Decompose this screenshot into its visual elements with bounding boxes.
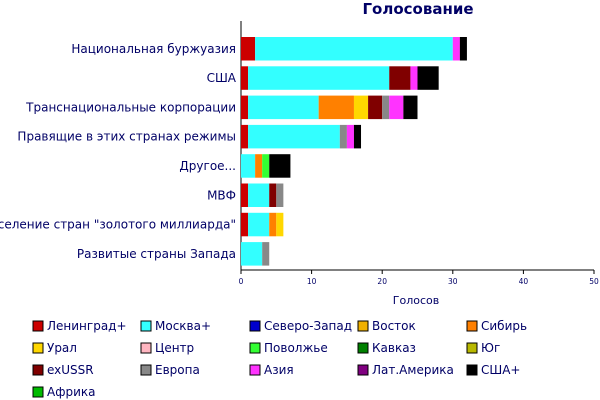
legend-label: Сибирь <box>481 319 527 333</box>
bar-segment <box>318 95 354 120</box>
x-tick-label: 20 <box>377 277 387 286</box>
legend-swatch <box>32 320 44 332</box>
legend-swatch <box>140 364 152 376</box>
bar-segment <box>353 95 369 120</box>
bar-segment <box>255 154 263 178</box>
bar-segment <box>241 124 249 149</box>
legend-swatch <box>32 386 44 398</box>
category-label: Население стран "золотого миллиарда" <box>0 218 236 232</box>
bar-segment <box>459 37 467 61</box>
bar-segment <box>269 183 277 207</box>
category-label: Национальная буржуазия <box>71 42 236 56</box>
bar-segment <box>262 154 270 178</box>
x-tick-label: 30 <box>448 277 458 286</box>
x-tick-label: 50 <box>589 277 599 286</box>
x-axis-title: Голосов <box>393 294 439 307</box>
bar-segment <box>241 154 256 178</box>
legend-swatch <box>32 364 44 376</box>
bar-segment <box>248 183 270 207</box>
legend: Ленинград+ Москва+ Северо-Запад Восток Сибир… <box>32 319 527 399</box>
category-label: Другое... <box>179 159 236 173</box>
legend-label: Кавказ <box>372 341 416 355</box>
bar-segment <box>410 66 418 90</box>
legend-swatch <box>466 342 478 354</box>
legend-label: Москва+ <box>155 319 211 333</box>
category-label: Правящие в этих странах режимы <box>17 130 236 144</box>
category-label: Транснациональные корпорации <box>25 100 236 114</box>
bars-group <box>241 37 467 266</box>
bar-segment <box>452 37 460 61</box>
legend-label: Лат.Америка <box>372 363 454 377</box>
legend-label: Поволжье <box>264 341 328 355</box>
legend-swatch <box>357 342 369 354</box>
legend-label: США+ <box>481 363 520 377</box>
bar-segment <box>417 66 439 90</box>
bar-segment <box>389 95 404 120</box>
bar-segment <box>241 242 263 266</box>
legend-swatch <box>249 364 261 376</box>
x-tick-label: 40 <box>519 277 529 286</box>
bar-segment <box>255 37 453 61</box>
bar-segment <box>276 183 284 207</box>
bar-segment <box>248 124 340 149</box>
legend-label: Азия <box>264 363 294 377</box>
bar-segment <box>241 66 249 90</box>
legend-label: exUSSR <box>47 363 94 377</box>
x-axis-ticks: 0 10 20 30 40 50 <box>239 270 599 286</box>
bar-segment <box>353 124 362 149</box>
bar-segment <box>382 95 390 120</box>
legend-swatch <box>249 320 261 332</box>
legend-label: Африка <box>47 385 96 399</box>
bar-segment <box>241 37 256 61</box>
bar-segment <box>248 66 390 90</box>
legend-label: Урал <box>47 341 77 355</box>
bar-segment <box>248 212 270 237</box>
bar-segment <box>269 212 277 237</box>
legend-label: Юг <box>481 341 500 355</box>
category-label: МВФ <box>207 188 236 202</box>
legend-label: Восток <box>372 319 416 333</box>
bar-segment <box>241 95 249 120</box>
legend-label: Центр <box>155 341 194 355</box>
legend-swatch <box>249 342 261 354</box>
legend-label: Европа <box>155 363 200 377</box>
legend-swatch <box>466 364 478 376</box>
bar-segment <box>389 66 411 90</box>
legend-label: Северо-Запад <box>264 319 352 333</box>
bar-segment <box>276 212 284 237</box>
x-tick-label: 0 <box>239 277 244 286</box>
bar-segment <box>241 183 249 207</box>
bar-segment <box>269 154 291 178</box>
legend-label: Ленинград+ <box>47 319 127 333</box>
chart-title: Голосование <box>362 0 473 18</box>
bar-segment <box>368 95 383 120</box>
bar-segment <box>241 212 249 237</box>
legend-swatch <box>357 320 369 332</box>
x-tick-label: 10 <box>307 277 317 286</box>
category-label: США <box>207 71 237 85</box>
category-label: Развитые страны Запада <box>77 247 236 261</box>
bar-segment <box>403 95 418 120</box>
legend-swatch <box>140 342 152 354</box>
legend-swatch <box>466 320 478 332</box>
bar-segment <box>346 124 354 149</box>
category-labels: Национальная буржуазия США Транснациональн… <box>0 42 237 261</box>
bar-segment <box>262 242 270 266</box>
legend-swatch <box>357 364 369 376</box>
legend-swatch <box>140 320 152 332</box>
bar-segment <box>339 124 347 149</box>
bar-segment <box>248 95 319 120</box>
legend-swatch <box>32 342 44 354</box>
